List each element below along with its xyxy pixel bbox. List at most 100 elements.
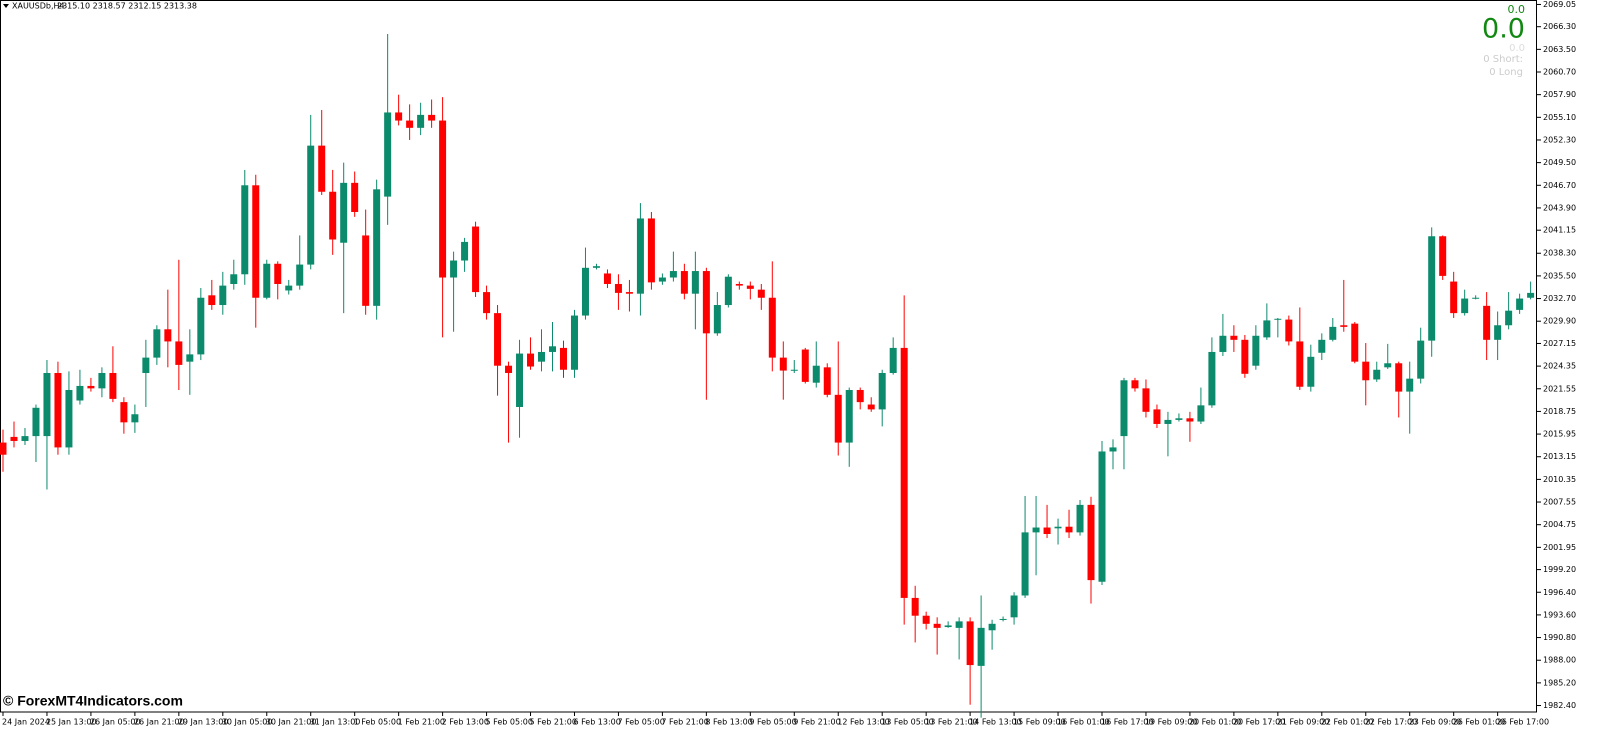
x-tick-label: 5 Feb 05:00 (486, 718, 533, 727)
candle-body (944, 625, 952, 628)
candle-body (691, 271, 699, 294)
candle-body (1252, 335, 1260, 366)
candle-body (966, 621, 974, 666)
candle-body (977, 627, 985, 666)
header-symbol: XAUUSDb,H4 (12, 2, 65, 11)
candle-body (252, 185, 260, 298)
y-tick-label: 2027.15 (1543, 339, 1576, 348)
y-tick-label: 2069.05 (1543, 0, 1576, 9)
candles (0, 33, 1535, 718)
y-tick-label: 2004.75 (1543, 520, 1576, 529)
panel-short: 0 Short: (1483, 54, 1523, 65)
panel-big: 0.0 (1482, 14, 1525, 45)
y-tick-label: 2024.35 (1543, 362, 1576, 371)
x-tick-label: 23 Feb 09:00 (1409, 718, 1461, 727)
candle-body (669, 271, 677, 278)
y-tick-label: 2052.30 (1543, 135, 1576, 144)
candle-body (296, 264, 304, 286)
candle-body (812, 365, 820, 383)
candle-body (43, 372, 51, 437)
candle-body (384, 112, 392, 197)
x-tick-label: 15 Feb 09:00 (1013, 718, 1065, 727)
candle-body (1439, 236, 1447, 276)
candle-body (0, 442, 7, 455)
candle-body (153, 329, 161, 358)
candle-body (955, 621, 963, 628)
candle-body (87, 385, 95, 389)
candle-body (1263, 320, 1271, 338)
x-tick-label: 1 Feb 21:00 (398, 718, 445, 727)
header-arrow (3, 4, 9, 8)
y-tick-label: 2015.95 (1543, 430, 1576, 439)
x-tick-label: 5 Feb 21:00 (530, 718, 577, 727)
candle-body (461, 241, 469, 261)
candle-body (1483, 305, 1491, 340)
candle-body (21, 436, 29, 441)
candle-body (219, 285, 227, 306)
y-tick-label: 2041.15 (1543, 226, 1576, 235)
x-tick-label: 13 Feb 05:00 (881, 718, 933, 727)
candle-body (142, 357, 150, 373)
candle-body (274, 263, 282, 284)
candle-body (1065, 526, 1073, 533)
candle-body (241, 185, 249, 275)
candle-body (900, 347, 908, 598)
candle-body (131, 414, 139, 423)
panel-long: 0 Long (1489, 67, 1523, 78)
candle-body (549, 346, 556, 352)
x-tick-label: 2 Feb 13:00 (442, 718, 489, 727)
candle-body (538, 351, 546, 362)
candle-body (109, 372, 117, 399)
candle-body (406, 120, 414, 128)
plot-frame (0, 0, 1537, 713)
candle-body (636, 218, 644, 294)
candle-body (1461, 298, 1469, 314)
candle-body (878, 372, 886, 410)
y-tick-label: 2063.50 (1543, 45, 1576, 54)
candle-body (1076, 504, 1084, 533)
y-tick-label: 2038.30 (1543, 249, 1576, 258)
candle-body (757, 289, 765, 298)
candle-body (933, 623, 941, 628)
candle-body (570, 315, 578, 370)
candle-body (790, 369, 798, 371)
candle-body (1186, 418, 1194, 422)
candle-body (1043, 527, 1051, 534)
candle-body (988, 623, 996, 631)
candle-body (647, 218, 655, 283)
y-tick-label: 1993.60 (1543, 610, 1576, 619)
candle-body (1362, 361, 1370, 381)
candle-body (724, 276, 732, 306)
candle-body (1142, 388, 1150, 412)
candle-body (1494, 325, 1502, 340)
x-tick-label: 21 Feb 09:00 (1277, 718, 1329, 727)
candle-body (98, 372, 106, 389)
y-tick-label: 2018.75 (1543, 407, 1576, 416)
candle-body (1098, 451, 1106, 582)
candle-body (120, 402, 128, 423)
candle-body (1197, 405, 1205, 422)
y-tick-label: 1996.40 (1543, 588, 1576, 597)
x-tick-label: 19 Feb 09:00 (1145, 718, 1197, 727)
candle-body (1384, 363, 1392, 368)
x-tick-label: 24 Jan 2024 (2, 718, 50, 727)
candle-body (483, 292, 491, 314)
candle-body (505, 365, 513, 373)
candle-body (329, 191, 337, 240)
candle-body (889, 347, 897, 373)
y-tick-label: 2060.70 (1543, 68, 1576, 77)
y-tick-label: 2010.35 (1543, 475, 1576, 484)
y-tick-label: 1982.40 (1543, 701, 1576, 710)
x-tick-label: 1 Feb 05:00 (354, 718, 401, 727)
candle-body (1153, 409, 1161, 424)
candle-body (1340, 325, 1348, 327)
candle-body (1296, 341, 1304, 387)
candle-body (417, 114, 425, 128)
y-tick-label: 2043.90 (1543, 203, 1576, 212)
x-tick-label: 25 Jan 13:00 (46, 718, 97, 727)
candle-body (823, 367, 831, 395)
x-tick-label: 29 Jan 13:00 (178, 718, 229, 727)
candle-body (428, 114, 436, 121)
header-ohlc: 2315.10 2318.57 2312.15 2313.38 (57, 2, 197, 11)
